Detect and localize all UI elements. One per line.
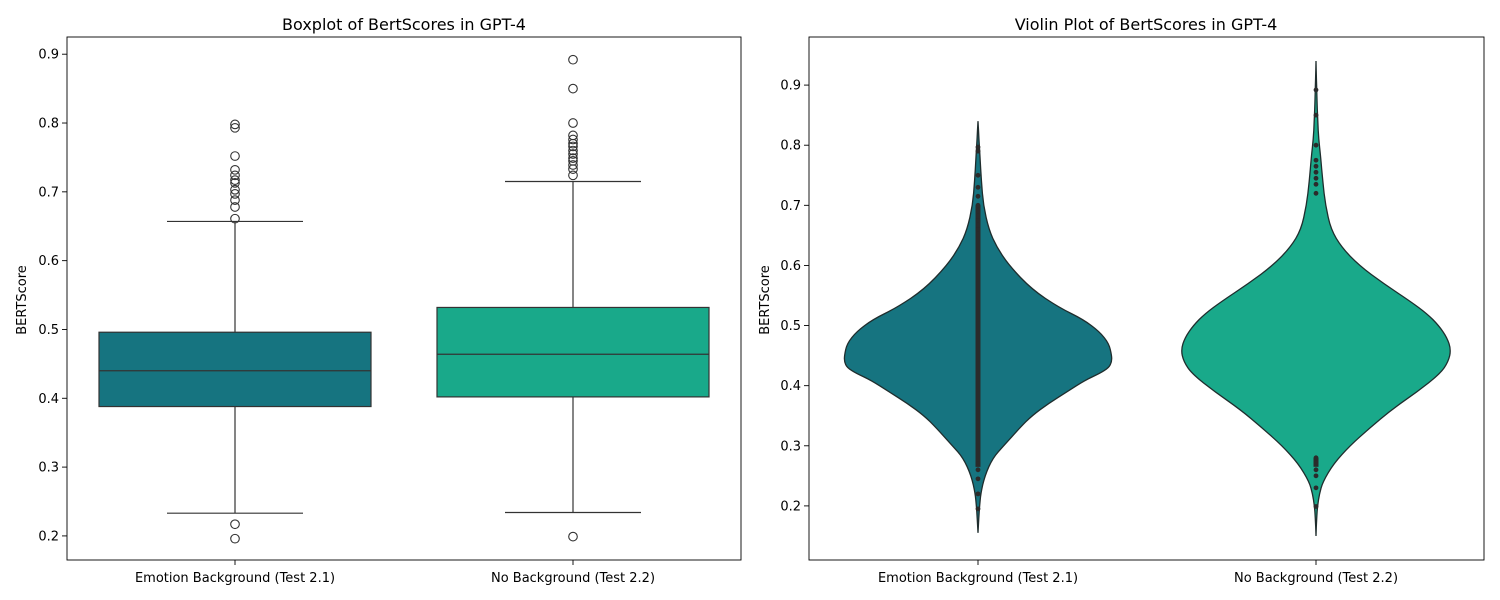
boxplot-outlier-point <box>568 141 578 152</box>
boxplot-y-axis-label: BERTScore <box>15 265 30 335</box>
violin-data-point <box>975 226 981 232</box>
boxplot-outlier-point <box>230 213 240 224</box>
violin-data-point <box>975 144 981 150</box>
violin-data-point <box>975 202 981 208</box>
boxplot-box <box>98 331 372 408</box>
violin-y-axis-label: BERTScore <box>758 265 773 335</box>
violin-y-tick-label: 0.9 <box>780 79 801 94</box>
violin-data-point <box>1313 175 1319 181</box>
boxplot-outlier-point <box>568 130 578 141</box>
violin-data-point <box>1313 142 1319 148</box>
violin-panel: Violin Plot of BertScores in GPT-4 BERTS… <box>758 15 1485 586</box>
boxplot-outlier-point <box>230 175 240 185</box>
violin-data-point <box>975 184 981 190</box>
boxplot-outlier-point <box>568 118 578 128</box>
boxplot-box <box>436 306 710 398</box>
boxplot-outlier-point <box>568 531 578 542</box>
violin-data-point <box>975 506 981 512</box>
boxplot-outlier-point <box>230 119 240 130</box>
boxplot-outlier-point <box>568 83 578 94</box>
violin-y-tick-label: 0.4 <box>780 379 801 394</box>
boxplot-outlier-point <box>230 178 240 188</box>
violin-data-point <box>1313 455 1319 461</box>
boxplot-frame <box>66 36 742 561</box>
violin-y-tick-label: 0.3 <box>780 439 801 454</box>
boxplot-outlier-point <box>230 164 240 175</box>
boxplot-y-tick-label: 0.9 <box>38 48 59 63</box>
boxplot-outlier-point <box>230 189 240 199</box>
boxplot-outlier-point <box>568 134 578 145</box>
violin-data-point <box>975 461 981 467</box>
violin-data-point <box>975 172 981 178</box>
violin-data-point <box>975 467 981 473</box>
boxplot-outlier-point <box>230 195 240 205</box>
boxplot-panel: Boxplot of BertScores in GPT-4 BERTScore… <box>15 15 742 586</box>
violin-data-point <box>1313 485 1319 491</box>
violin-frame <box>808 36 1485 561</box>
boxplot-outlier-point <box>230 122 240 133</box>
boxplot-y-tick-label: 0.3 <box>38 461 59 476</box>
violin-data-point <box>1313 112 1319 118</box>
boxplot-outlier-point <box>568 160 578 170</box>
violin-data-point <box>975 208 981 214</box>
boxplot-outlier-point <box>568 156 578 166</box>
boxplot-outlier-point <box>568 153 578 163</box>
boxplot-y-tick-label: 0.4 <box>38 392 59 407</box>
violin-data-point <box>975 476 981 482</box>
violin-data-point <box>975 193 981 199</box>
violin-body <box>1181 60 1451 537</box>
boxplot-plot-area: 0.2 0.3 0.4 0.5 0.6 0.7 0.8 0.9 Emotion Backgrou… <box>38 48 710 586</box>
violin-title: Violin Plot of BertScores in GPT-4 <box>1015 15 1278 34</box>
boxplot-outlier-point <box>230 184 240 195</box>
boxplot-y-tick-label: 0.7 <box>38 185 59 200</box>
violin-data-point <box>1313 169 1319 175</box>
violin-data-point <box>1313 163 1319 169</box>
violin-data-point <box>1313 181 1319 187</box>
boxplot-x-tick-label: Emotion Background (Test 2.1) <box>135 571 335 586</box>
boxplot-y-tick-label: 0.8 <box>38 117 59 132</box>
boxplot-y-tick-label: 0.6 <box>38 254 59 269</box>
violin-y-tick-label: 0.7 <box>780 199 801 214</box>
violin-data-point <box>1313 504 1319 509</box>
violin-data-point <box>1313 473 1319 479</box>
violin-y-tick-label: 0.5 <box>780 319 801 334</box>
violin-y-tick-label: 0.8 <box>780 139 801 154</box>
boxplot-outlier-point <box>230 170 240 181</box>
violin-data-point <box>975 148 981 154</box>
violin-x-tick-label: No Background (Test 2.2) <box>1234 571 1398 586</box>
boxplot-outlier-point <box>230 533 240 544</box>
violin-data-point <box>1313 190 1319 196</box>
boxplot-y-tick-label: 0.5 <box>38 323 59 338</box>
boxplot-outlier-point <box>230 519 240 530</box>
boxplot-x-tick-label: No Background (Test 2.2) <box>491 571 655 586</box>
violin-data-point <box>1313 467 1319 473</box>
violin-y-tick-label: 0.6 <box>780 259 801 274</box>
boxplot-outlier-point <box>568 54 578 65</box>
boxplot-outlier-point <box>230 202 240 212</box>
boxplot-title: Boxplot of BertScores in GPT-4 <box>282 15 526 34</box>
violin-y-tick-label: 0.2 <box>780 499 801 514</box>
boxplot-outlier-point <box>568 145 578 156</box>
boxplot-outlier-point <box>568 170 578 181</box>
boxplot-y-tick-label: 0.2 <box>38 529 59 544</box>
boxplot-outlier-point <box>230 151 240 161</box>
violin-data-point <box>975 491 981 497</box>
boxplot-outlier-point <box>568 149 578 159</box>
violin-data-point <box>1313 87 1319 93</box>
violin-data-point <box>975 217 981 223</box>
violin-x-tick-label: Emotion Background (Test 2.1) <box>878 571 1078 586</box>
violin-data-point <box>1313 157 1319 163</box>
violin-plot-area: 0.2 0.3 0.4 0.5 0.6 0.7 0.8 0.9 Emotion Backgrou… <box>780 60 1451 586</box>
